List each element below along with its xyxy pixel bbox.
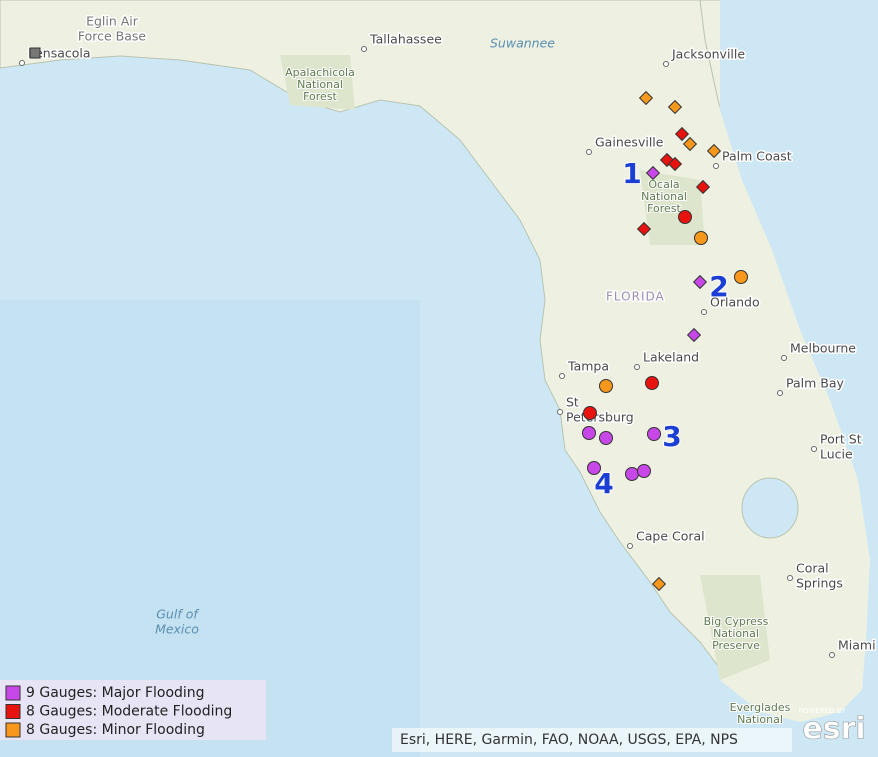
place-label: Gulf of <box>156 607 199 622</box>
gauge-marker <box>667 156 683 172</box>
place-label: Preserve <box>712 639 760 652</box>
legend-swatch <box>5 685 21 701</box>
gauge-marker <box>645 165 661 181</box>
city-dot <box>361 46 367 52</box>
city-dot <box>777 390 783 396</box>
gauge-marker <box>667 99 683 115</box>
place-label: Big Cypress <box>704 615 769 628</box>
markers: 1 2 3 4 <box>582 90 748 592</box>
place-label: Palm Bay <box>786 376 844 391</box>
legend-swatch <box>5 704 21 719</box>
place-label: Cape Coral <box>636 529 705 544</box>
region-number: 4 <box>594 467 613 500</box>
place-label: Ocala <box>648 178 679 191</box>
place-label: St <box>566 395 579 410</box>
gauge-marker <box>692 274 708 290</box>
place-label: Tampa <box>567 359 609 374</box>
city-dot <box>663 61 669 67</box>
gauge-marker <box>686 327 702 343</box>
city-square <box>29 47 41 59</box>
place-label: Tallahassee <box>369 32 442 47</box>
place-label: Suwannee <box>490 36 555 51</box>
place-label: Miami <box>838 638 876 653</box>
place-label: Forest <box>303 90 337 103</box>
place-label: Force Base <box>78 29 147 44</box>
gauge-marker <box>695 179 711 195</box>
place-label: National <box>713 627 759 640</box>
place-label: Mexico <box>155 622 199 637</box>
gauge-marker <box>682 136 698 152</box>
gauge-marker <box>651 576 667 592</box>
gauge-marker <box>599 379 613 393</box>
peninsula-east <box>700 0 870 722</box>
city-dot <box>627 543 633 549</box>
gauge-marker <box>583 406 597 420</box>
city-dot <box>586 149 592 155</box>
city-dot <box>701 309 707 315</box>
gauge-marker <box>706 143 722 159</box>
gauge-marker <box>647 427 661 441</box>
place-label: Forest <box>647 202 681 215</box>
place-label: Springs <box>796 576 843 591</box>
place-label: Apalachicola <box>285 66 355 79</box>
gauge-marker <box>636 221 652 237</box>
logo-caption: POWERED BY <box>799 707 846 715</box>
legend-label: 9 Gauges: Major Flooding <box>26 685 205 701</box>
city-dot <box>634 364 640 370</box>
lake-okeechobee <box>741 477 799 539</box>
gauge-marker <box>637 464 651 478</box>
legend-label: 8 Gauges: Minor Flooding <box>26 722 205 738</box>
gauge-marker <box>625 467 639 481</box>
gauge-marker <box>645 376 659 390</box>
place-label: Lakeland <box>643 350 699 365</box>
gauge-marker <box>734 270 748 284</box>
place-label: Melbourne <box>790 341 856 356</box>
city-dot <box>19 60 25 66</box>
city-dot <box>787 575 793 581</box>
gauge-marker <box>587 461 601 475</box>
forest-area <box>640 170 705 245</box>
place-label: Palm Coast <box>722 149 792 164</box>
city-dot <box>781 355 787 361</box>
place-label: National <box>641 190 687 203</box>
gauge-marker <box>599 431 613 445</box>
region-number: 3 <box>662 420 681 453</box>
place-label: Petersburg <box>566 410 634 425</box>
legend: 9 Gauges: Major Flooding 8 Gauges: Modera… <box>5 685 232 738</box>
place-label: National <box>737 713 783 726</box>
city-dot <box>559 373 565 379</box>
attribution-bg <box>392 728 792 752</box>
legend-label: 8 Gauges: Moderate Flooding <box>26 704 232 720</box>
place-label: Gainesville <box>595 135 664 150</box>
gauge-marker <box>638 90 654 106</box>
place-label: Jacksonville <box>671 47 745 62</box>
place-label: Port St <box>820 432 862 447</box>
place-label: Pensacola <box>28 46 91 61</box>
forest-area <box>280 55 355 110</box>
gauge-marker <box>678 210 692 224</box>
region-number: 1 <box>622 157 641 190</box>
place-label: Coral <box>796 561 829 576</box>
place-label: National <box>297 78 343 91</box>
preserve-area <box>700 575 770 680</box>
place-label: Lucie <box>820 447 853 462</box>
city-dot <box>713 163 719 169</box>
place-label: Eglin Air <box>86 14 139 29</box>
city-dot <box>557 409 563 415</box>
legend-swatch <box>5 722 21 738</box>
place-label: FLORIDA <box>606 290 665 304</box>
legend-box <box>0 680 266 740</box>
place-label: Everglades <box>730 701 791 714</box>
attribution: Esri, HERE, Garmin, FAO, NOAA, USGS, EPA… <box>400 732 738 748</box>
gauge-marker <box>674 126 690 142</box>
place-label: Orlando <box>710 295 760 310</box>
city-dot <box>829 652 835 658</box>
region-number: 2 <box>709 270 728 303</box>
gauge-marker <box>582 426 596 440</box>
city-dot <box>811 446 817 452</box>
logo: esri <box>802 712 865 747</box>
gauge-marker <box>694 231 708 245</box>
